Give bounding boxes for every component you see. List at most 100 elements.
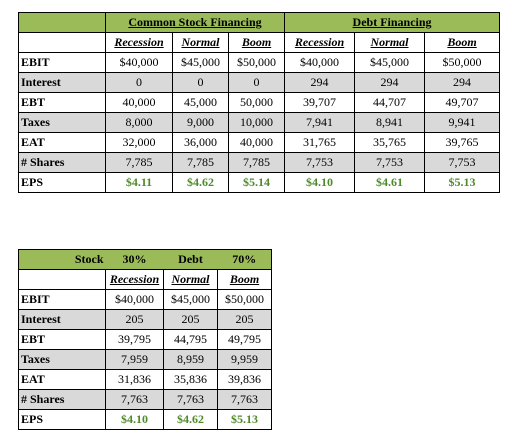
value-cell: 40,000 — [105, 92, 173, 113]
value-cell: 8,959 — [163, 349, 218, 370]
scenario-header: Boom — [227, 32, 286, 53]
value-cell: 9,000 — [172, 112, 229, 133]
scenario-header-row: Recession Normal Boom Recession Normal B… — [18, 32, 501, 53]
value-cell: 0 — [172, 72, 229, 93]
value-cell: 44,707 — [354, 92, 426, 113]
mixed-financing-table: Stock 30% Debt 70% Recession Normal Boom… — [18, 249, 272, 430]
row-label: EPS — [18, 409, 106, 430]
table1-body: EBIT $40,000 $45,000 $50,000 $40,000 $45,000 $… — [18, 52, 501, 193]
value-cell: 10,000 — [227, 112, 286, 133]
row-label: Taxes — [18, 349, 106, 370]
debt-percent: 70% — [217, 249, 272, 270]
value-cell: $4.11 — [105, 172, 173, 193]
value-cell: 32,000 — [105, 132, 173, 153]
group-header-stock: Common Stock Financing — [104, 12, 286, 33]
scenario-header: Boom — [217, 269, 272, 290]
table-row: EAT 31,836 35,836 39,836 — [18, 369, 272, 390]
value-cell: 7,941 — [284, 112, 356, 133]
value-cell: 205 — [217, 309, 272, 330]
row-label: Interest — [18, 72, 106, 93]
value-cell: 8,941 — [354, 112, 426, 133]
financing-comparison-table: Common Stock Financing Debt Financing Re… — [18, 12, 501, 193]
row-label: EPS — [18, 172, 106, 193]
value-cell: 44,795 — [163, 329, 218, 350]
row-label: EAT — [18, 132, 106, 153]
value-cell: 40,000 — [227, 132, 286, 153]
value-cell: 39,795 — [105, 329, 164, 350]
value-cell: 7,959 — [105, 349, 164, 370]
scenario-header-row: Recession Normal Boom — [18, 269, 272, 290]
corner-cell — [18, 12, 106, 33]
scenario-header: Recession — [284, 32, 356, 53]
value-cell: 0 — [105, 72, 173, 93]
value-cell: 36,000 — [172, 132, 229, 153]
value-cell: 39,836 — [217, 369, 272, 390]
table-row: EAT 32,000 36,000 40,000 31,765 35,765 39,765 — [18, 132, 501, 153]
value-cell: 35,836 — [163, 369, 218, 390]
scenario-header: Recession — [105, 32, 173, 53]
value-cell: 7,785 — [172, 152, 229, 173]
value-cell: 7,753 — [424, 152, 501, 173]
table-row: EBT 40,000 45,000 50,000 39,707 44,707 49,707 — [18, 92, 501, 113]
value-cell: 7,753 — [354, 152, 426, 173]
scenario-header: Normal — [163, 269, 218, 290]
corner-cell — [18, 269, 106, 290]
value-cell: 31,836 — [105, 369, 164, 390]
value-cell: 294 — [354, 72, 426, 93]
value-cell: 8,000 — [105, 112, 173, 133]
table-row: EBT 39,795 44,795 49,795 — [18, 329, 272, 350]
value-cell: $4.61 — [354, 172, 426, 193]
value-cell: $50,000 — [424, 52, 501, 73]
row-label: EBIT — [18, 289, 106, 310]
value-cell: $5.13 — [217, 409, 272, 430]
row-label: Taxes — [18, 112, 106, 133]
value-cell: $50,000 — [227, 52, 286, 73]
value-cell: 39,707 — [284, 92, 356, 113]
row-label: EBT — [18, 92, 106, 113]
row-label: EAT — [18, 369, 106, 390]
value-cell: $45,000 — [354, 52, 426, 73]
value-cell: $40,000 — [284, 52, 356, 73]
table-row: # Shares 7,763 7,763 7,763 — [18, 389, 272, 410]
table-row: Interest 205 205 205 — [18, 309, 272, 330]
scenario-header: Normal — [354, 32, 426, 53]
stock-percent: 30% — [105, 249, 164, 270]
table-row: EPS $4.10 $4.62 $5.13 — [18, 409, 272, 430]
value-cell: $40,000 — [105, 52, 173, 73]
value-cell: 39,765 — [424, 132, 501, 153]
scenario-header: Recession — [105, 269, 164, 290]
row-label: EBT — [18, 329, 106, 350]
corner-cell — [18, 32, 106, 53]
table-row: EPS $4.11 $4.62 $5.14 $4.10 $4.61 $5.13 — [18, 172, 501, 193]
value-cell: 7,753 — [284, 152, 356, 173]
table-row: Taxes 7,959 8,959 9,959 — [18, 349, 272, 370]
value-cell: $4.10 — [284, 172, 356, 193]
value-cell: 0 — [227, 72, 286, 93]
table-row: EBIT $40,000 $45,000 $50,000 — [18, 289, 272, 310]
table-row: Taxes 8,000 9,000 10,000 7,941 8,941 9,941 — [18, 112, 501, 133]
table-row: Interest 0 0 0 294 294 294 — [18, 72, 501, 93]
table2-body: EBIT $40,000 $45,000 $50,000 Interest 205 205 2… — [18, 289, 272, 430]
group-header-row: Common Stock Financing Debt Financing — [18, 12, 501, 33]
value-cell: 49,795 — [217, 329, 272, 350]
value-cell: 294 — [424, 72, 501, 93]
scenario-header: Boom — [424, 32, 501, 53]
value-cell: 7,763 — [105, 389, 164, 410]
row-label: EBIT — [18, 52, 106, 73]
value-cell: 50,000 — [227, 92, 286, 113]
table-row: EBIT $40,000 $45,000 $50,000 $40,000 $45,000 $… — [18, 52, 501, 73]
value-cell: 35,765 — [354, 132, 426, 153]
value-cell: 49,707 — [424, 92, 501, 113]
scenario-header: Normal — [172, 32, 229, 53]
value-cell: $45,000 — [163, 289, 218, 310]
value-cell: $5.13 — [424, 172, 501, 193]
value-cell: 7,763 — [217, 389, 272, 410]
mix-header-row: Stock 30% Debt 70% — [18, 249, 272, 270]
value-cell: $5.14 — [227, 172, 286, 193]
table-row: # Shares 7,785 7,785 7,785 7,753 7,753 7,753 — [18, 152, 501, 173]
value-cell: 205 — [163, 309, 218, 330]
value-cell: $40,000 — [105, 289, 164, 310]
value-cell: $45,000 — [172, 52, 229, 73]
group-header-debt: Debt Financing — [284, 12, 501, 33]
debt-label: Debt — [163, 249, 218, 270]
